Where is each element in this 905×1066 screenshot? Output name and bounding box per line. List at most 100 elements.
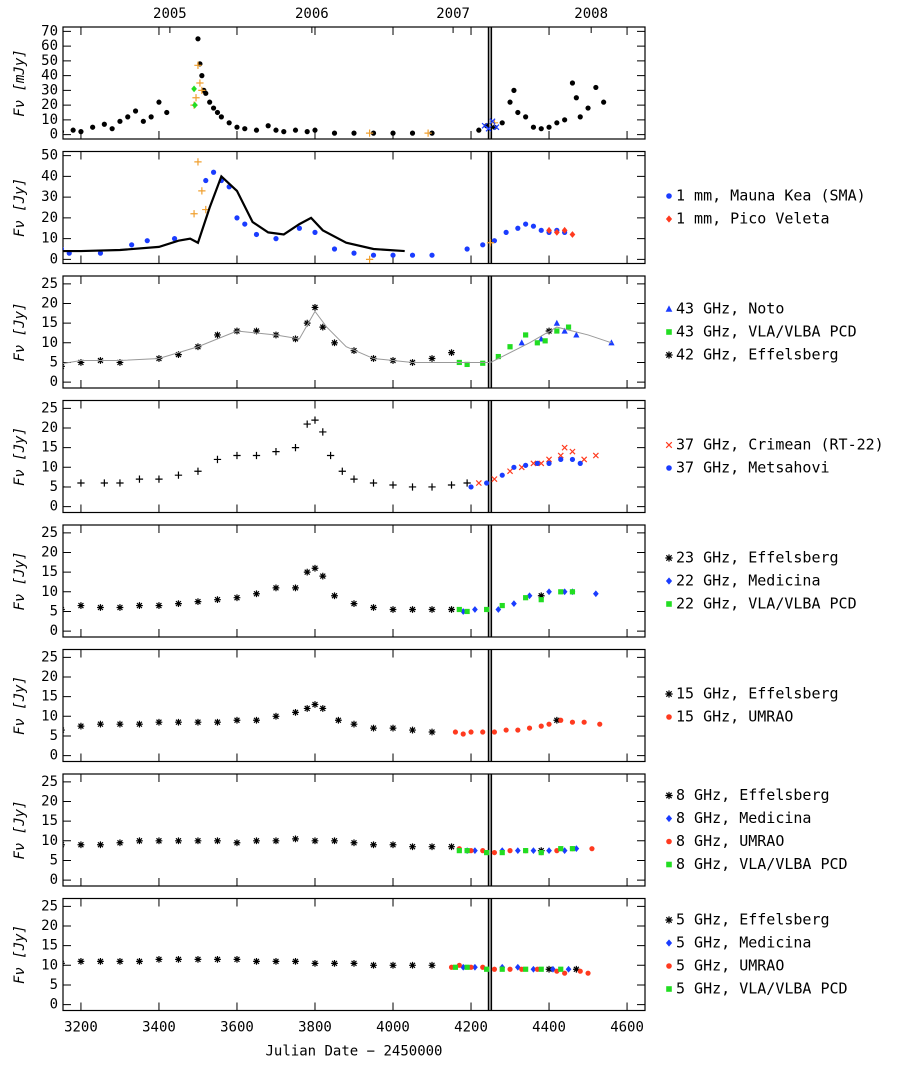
data-point bbox=[331, 246, 338, 252]
y-tick-label: 25 bbox=[41, 400, 58, 416]
plot-frame bbox=[62, 897, 646, 1012]
y-tick-label: 20 bbox=[41, 97, 58, 113]
legend-marker bbox=[665, 215, 673, 223]
data-point bbox=[164, 109, 170, 116]
legend-marker bbox=[666, 838, 672, 845]
data-point bbox=[272, 837, 280, 845]
y-tick-label: 10 bbox=[41, 957, 58, 973]
data-point bbox=[389, 724, 397, 732]
legend-label: 23 GHz, Effelsberg bbox=[676, 549, 839, 567]
data-point bbox=[303, 420, 311, 428]
y-tick-label: 70 bbox=[41, 23, 58, 39]
data-point bbox=[218, 114, 224, 120]
y-axis-label: Fν [Jy] bbox=[12, 178, 28, 237]
y-tick-label: 0 bbox=[50, 374, 58, 390]
legend-label: 1 mm, Mauna Kea (SMA) bbox=[676, 187, 866, 205]
y-tick-label: 5 bbox=[50, 479, 58, 495]
data-point bbox=[558, 456, 564, 463]
data-point bbox=[155, 956, 163, 963]
data-point bbox=[292, 957, 299, 965]
y-tick-label: 20 bbox=[41, 420, 58, 436]
data-point bbox=[460, 731, 466, 737]
data-point bbox=[484, 606, 490, 613]
data-point bbox=[511, 600, 517, 607]
data-point bbox=[319, 705, 327, 712]
y-tick-label: 25 bbox=[41, 898, 58, 914]
data-point bbox=[464, 964, 470, 970]
data-point bbox=[319, 572, 327, 580]
data-point bbox=[592, 590, 599, 598]
data-point bbox=[507, 468, 514, 475]
data-point bbox=[242, 126, 248, 132]
data-point bbox=[390, 130, 396, 136]
data-point bbox=[116, 604, 124, 611]
data-point bbox=[171, 236, 178, 242]
data-point bbox=[476, 127, 482, 133]
data-point bbox=[116, 359, 124, 366]
data-point bbox=[214, 109, 221, 116]
legend-marker bbox=[666, 465, 672, 471]
data-point bbox=[428, 606, 436, 613]
data-point bbox=[448, 843, 455, 851]
data-point bbox=[370, 961, 377, 969]
data-point bbox=[569, 231, 576, 238]
data-point bbox=[253, 590, 260, 598]
legend-marker bbox=[665, 577, 673, 585]
data-point bbox=[480, 729, 486, 735]
data-point bbox=[319, 428, 327, 436]
y-axis-label: Fν [mJy] bbox=[12, 49, 28, 116]
legend-marker bbox=[665, 351, 673, 359]
legend-marker bbox=[665, 791, 673, 800]
data-point bbox=[194, 718, 202, 726]
data-point bbox=[331, 959, 338, 967]
x-axis-label: Julian Date − 2450000 bbox=[265, 1044, 442, 1060]
data-point bbox=[507, 344, 513, 350]
data-point bbox=[409, 961, 416, 969]
data-point bbox=[554, 848, 560, 854]
data-point bbox=[499, 849, 505, 856]
data-point bbox=[546, 460, 552, 466]
data-point bbox=[273, 127, 279, 133]
data-point bbox=[175, 956, 182, 963]
data-point bbox=[77, 722, 85, 730]
y-tick-label: 15 bbox=[41, 440, 58, 456]
y-tick-label: 25 bbox=[41, 774, 58, 790]
data-point bbox=[569, 80, 576, 86]
data-point bbox=[561, 226, 568, 234]
data-point bbox=[97, 720, 104, 728]
data-point bbox=[350, 720, 358, 728]
data-point bbox=[447, 481, 456, 489]
data-point bbox=[448, 606, 455, 613]
data-point bbox=[194, 467, 202, 475]
data-point bbox=[370, 724, 377, 732]
legend-marker bbox=[666, 861, 672, 868]
data-point bbox=[350, 600, 358, 607]
data-point bbox=[530, 460, 537, 467]
data-point bbox=[569, 448, 576, 455]
data-point bbox=[468, 964, 474, 970]
data-point bbox=[311, 564, 319, 572]
data-point bbox=[472, 847, 478, 855]
y-tick-label: 5 bbox=[50, 354, 58, 370]
data-point bbox=[135, 475, 144, 483]
y-tick-label: 15 bbox=[41, 938, 58, 954]
model-curve bbox=[63, 310, 612, 365]
data-point bbox=[562, 117, 568, 123]
data-point bbox=[63, 486, 66, 488]
data-point bbox=[589, 846, 595, 852]
legend-label: 15 GHz, UMRAO bbox=[676, 708, 793, 726]
y-tick-label: 0 bbox=[50, 748, 58, 764]
data-point bbox=[335, 716, 342, 724]
data-point bbox=[214, 837, 221, 845]
data-point bbox=[116, 479, 124, 487]
data-point bbox=[253, 231, 260, 238]
top-tick-label: 2006 bbox=[295, 6, 329, 22]
data-point bbox=[203, 177, 209, 184]
data-point bbox=[507, 848, 513, 854]
data-point bbox=[472, 606, 478, 613]
data-point bbox=[233, 594, 241, 602]
data-point bbox=[265, 123, 271, 129]
legend-label: 5 GHz, Effelsberg bbox=[676, 911, 830, 929]
data-point bbox=[63, 727, 65, 733]
data-point bbox=[194, 61, 202, 69]
